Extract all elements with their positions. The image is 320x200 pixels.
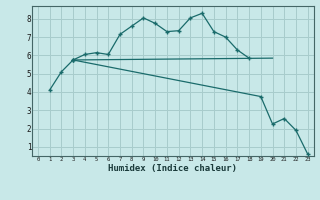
X-axis label: Humidex (Indice chaleur): Humidex (Indice chaleur) [108,164,237,173]
